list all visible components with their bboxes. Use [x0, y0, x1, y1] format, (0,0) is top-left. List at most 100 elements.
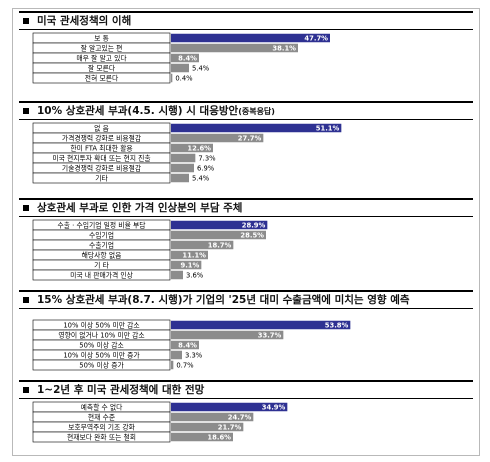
bar: [171, 360, 174, 370]
category-label: 보호무역주의 기조 강화: [68, 423, 136, 432]
category-label: 수입기업: [89, 231, 114, 240]
bar: [171, 260, 202, 270]
chart-title: 미국 관세정책의 이해: [37, 15, 132, 27]
bar-value-label: 6.9%: [197, 164, 215, 172]
category-label: 수출 · 수입기업 일정 비율 부담: [57, 221, 145, 230]
bar: [171, 320, 351, 330]
bar: [171, 153, 196, 163]
category-label: 수출기업: [89, 241, 114, 250]
category-label: 현재보다 완화 또는 철회: [67, 433, 136, 442]
bar: [171, 173, 189, 183]
bar: [171, 432, 233, 442]
bar: [171, 250, 208, 260]
category-label: 없 음: [94, 125, 109, 133]
bar-value-label: 18.6%: [207, 433, 231, 441]
bar-value-label: 0.4%: [175, 74, 193, 82]
bullet-icon: [23, 386, 29, 393]
bar-value-label: 5.4%: [192, 174, 210, 182]
bar-value-label: 33.7%: [258, 331, 282, 339]
bar-value-label: 34.9%: [262, 403, 286, 411]
bar-value-label: 51.1%: [316, 124, 340, 132]
bullet-icon: [23, 17, 29, 24]
chart-title: 10% 상호관세 부과(4.5. 시행) 시 대응방안: [37, 105, 239, 117]
bar: [171, 330, 284, 340]
bar-value-label: 18.7%: [208, 241, 232, 249]
bar: [171, 422, 244, 432]
bar: [171, 43, 298, 53]
category-label: 기술경쟁력 강화로 비용절감: [62, 164, 141, 173]
category-label: 기 타: [94, 261, 109, 270]
bar-value-label: 28.5%: [240, 231, 264, 239]
category-label: 한미 FTA 최대한 활용: [70, 144, 132, 153]
bar: [171, 240, 234, 250]
category-label: 매우 잘 알고 있다: [76, 54, 127, 63]
bar-value-label: 7.3%: [198, 154, 216, 162]
bar-value-label: 3.6%: [186, 271, 204, 279]
category-box: [32, 431, 171, 443]
category-label: 10% 이상 50% 미만 증가: [63, 351, 140, 360]
category-label: 50% 이상 증가: [79, 361, 124, 370]
bar: [171, 33, 330, 43]
bar-value-label: 12.6%: [187, 144, 211, 152]
bullet-icon: [23, 204, 29, 211]
category-label: 잘 모른다: [88, 64, 116, 73]
bar: [171, 133, 264, 143]
bar-value-label: 9.1%: [180, 261, 199, 269]
category-label: 잘 알고있는 편: [81, 44, 123, 53]
bullet-icon: [23, 107, 29, 114]
category-label: 해당사항 없음: [82, 251, 122, 260]
bar-value-label: 27.7%: [238, 134, 262, 142]
bar-value-label: 21.7%: [218, 423, 242, 431]
category-label: 미국 현지투자 확대 또는 현지 진출: [52, 154, 150, 163]
category-label: 현재 수준: [88, 414, 115, 422]
section-2-title: 10% 상호관세 부과(4.5. 시행) 시 대응방안(중복응답): [19, 101, 473, 120]
bar: [171, 230, 266, 240]
category-label: 10% 이상 50% 미만 감소: [63, 321, 139, 330]
bar: [171, 53, 199, 63]
bar-value-label: 53.8%: [325, 321, 349, 329]
chart-title: 15% 상호관세 부과(8.7. 시행)가 기업의 '25년 대미 수출금액에 …: [37, 294, 410, 306]
section-4-title: 15% 상호관세 부과(8.7. 시행)가 기업의 '25년 대미 수출금액에 …: [19, 290, 473, 309]
chart-title: 상호관세 부과로 인한 가격 인상분의 부담 주체: [37, 202, 243, 214]
bullet-icon: [23, 296, 29, 303]
bar-value-label: 0.7%: [176, 361, 194, 369]
bar: [171, 402, 288, 412]
category-label: 전혀 모른다: [85, 74, 119, 83]
category-box: [32, 72, 171, 84]
bar: [171, 143, 213, 153]
category-label: 미국 내 판매가격 인상: [70, 271, 133, 280]
bar: [171, 123, 342, 133]
chart-title-note: (중복응답): [238, 107, 275, 116]
bar: [171, 412, 254, 422]
bar-value-label: 5.4%: [192, 64, 210, 72]
category-label: 예측할 수 없다: [81, 403, 124, 412]
category-box: [32, 359, 171, 371]
category-label: 기타: [95, 174, 108, 183]
category-box: [32, 172, 171, 184]
category-label: 보 통: [94, 35, 109, 43]
category-label: 가격경쟁력 강화로 비용절감: [62, 134, 141, 143]
bar: [171, 163, 194, 173]
section-5-title: 1~2년 후 미국 관세정책에 대한 전망: [19, 380, 473, 399]
bar: [171, 270, 183, 280]
category-label: 영향이 없거나 10% 미만 감소: [58, 331, 144, 340]
section-3-title: 상호관세 부과로 인한 가격 인상분의 부담 주체: [19, 198, 473, 217]
bar: [171, 63, 189, 73]
bar-value-label: 28.9%: [242, 221, 266, 229]
section-1-title: 미국 관세정책의 이해: [19, 11, 473, 30]
chart-title: 1~2년 후 미국 관세정책에 대한 전망: [37, 384, 205, 396]
category-label: 50% 이상 감소: [79, 341, 123, 350]
bar-value-label: 47.7%: [304, 34, 328, 42]
bar-value-label: 11.1%: [182, 251, 206, 259]
category-box: [32, 269, 171, 281]
bar: [171, 73, 173, 83]
bar-value-label: 38.1%: [272, 44, 296, 52]
bar: [171, 220, 268, 230]
bar: [171, 350, 182, 360]
